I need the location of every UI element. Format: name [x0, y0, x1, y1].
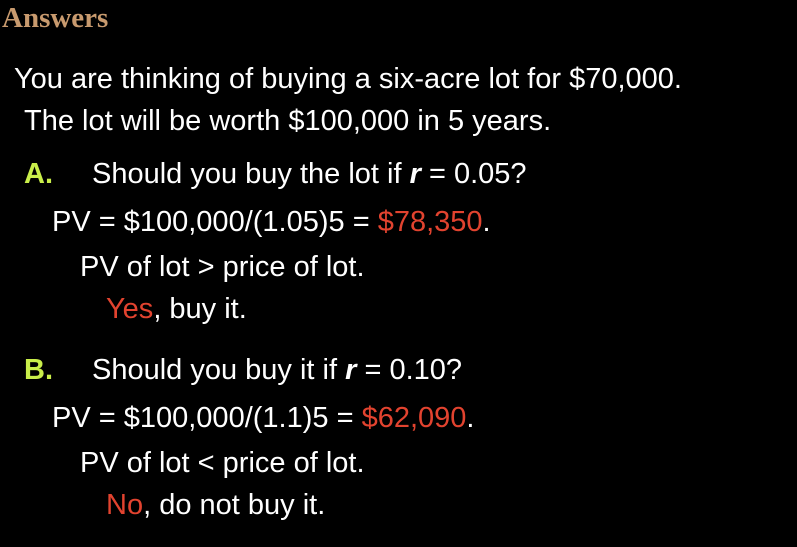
question-b-decision: No, do not buy it. [106, 488, 325, 522]
question-b-variable: r [345, 354, 357, 386]
question-a-decision: Yes, buy it. [106, 292, 247, 326]
question-b-decision-word: No [106, 489, 144, 521]
question-b-text-before: Should you buy it if [92, 354, 346, 386]
question-a-pv-formula: PV = $100,000/(1.05)5 = [52, 206, 378, 238]
question-a-comparison: PV of lot > price of lot. [80, 251, 365, 283]
question-b-decision-rest: , do not buy it. [143, 489, 326, 521]
question-b-pv-value: $62,090 [361, 402, 467, 434]
intro-line-1: You are thinking of buying a six-acre lo… [14, 63, 682, 95]
question-b-pv-line: PV = $100,000/(1.1)5 = $62,090. [52, 401, 474, 435]
question-a-text-before: Should you buy the lot if [92, 158, 410, 190]
question-a-pv-line: PV = $100,000/(1.05)5 = $78,350. [52, 205, 491, 239]
question-a-text-after: = 0.05? [420, 158, 527, 190]
question-a-decision-word: Yes [106, 293, 154, 325]
question-a: A. Should you buy the lot if r = 0.05? [24, 157, 527, 191]
question-a-pv-period: . [482, 206, 491, 238]
question-a-variable: r [409, 158, 421, 190]
question-b-letter: B. [24, 354, 53, 386]
question-b-text-after: = 0.10? [356, 354, 463, 386]
slide-title: Answers [2, 2, 109, 34]
question-a-letter: A. [24, 158, 53, 190]
question-b-pv-period: . [466, 402, 475, 434]
question-a-decision-rest: , buy it. [153, 293, 247, 325]
question-a-pv-value: $78,350 [377, 206, 483, 238]
question-b-pv-formula: PV = $100,000/(1.1)5 = [52, 402, 362, 434]
question-b-comparison: PV of lot < price of lot. [80, 447, 365, 479]
question-b: B. Should you buy it if r = 0.10? [24, 353, 462, 387]
intro-line-2: The lot will be worth $100,000 in 5 year… [24, 105, 552, 137]
